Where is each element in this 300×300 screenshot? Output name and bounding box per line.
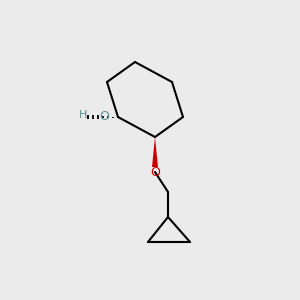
Text: H: H xyxy=(79,110,87,120)
Text: O: O xyxy=(99,110,109,122)
Text: O: O xyxy=(150,167,160,179)
Polygon shape xyxy=(152,137,158,167)
